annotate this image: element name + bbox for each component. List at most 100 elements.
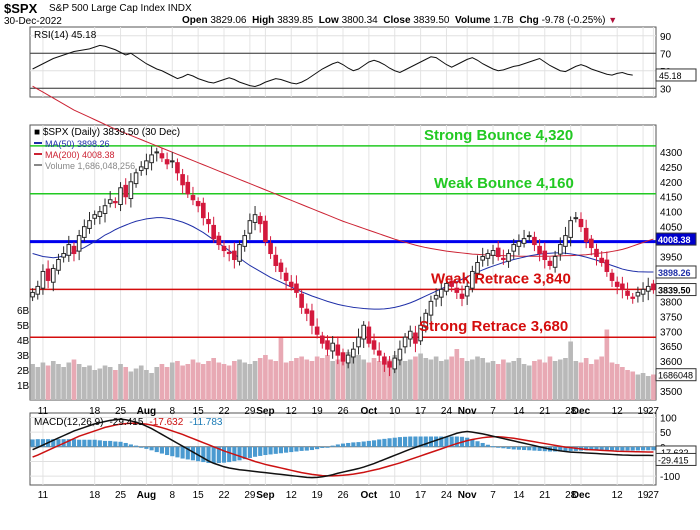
candle-body [485, 253, 491, 259]
volume-bar [169, 362, 175, 400]
candle-body [288, 281, 294, 287]
candle-body [501, 257, 506, 261]
volume-tick-label: 3B [17, 351, 30, 362]
volume-bar [242, 362, 248, 400]
x-tick-label-bottom: Sep [256, 490, 274, 501]
volume-bar [645, 376, 651, 400]
macd-histogram-bar [35, 439, 40, 447]
volume-bar [195, 362, 201, 400]
legend-entry: Volume 1,686,048,256 [45, 161, 135, 171]
volume-bar [128, 371, 134, 400]
x-tick-label: 12 [612, 406, 624, 417]
volume-bar [56, 364, 61, 400]
macd-histogram-bar [268, 446, 273, 455]
macd-histogram-bar [604, 446, 609, 451]
volume-bar [226, 365, 232, 400]
price-tick-label: 4100 [660, 208, 683, 219]
price-last-badge [655, 283, 697, 297]
volume-bar [407, 359, 413, 400]
price-tick-label: 4250 [660, 163, 683, 174]
volume-bar [547, 356, 553, 400]
candle-body [635, 291, 641, 297]
volume-bar [475, 356, 480, 400]
macd-histogram-bar [149, 446, 154, 451]
macd-histogram-bar [558, 446, 563, 452]
candle-body [128, 181, 134, 200]
volume-tick-label: 6B [17, 306, 30, 317]
macd-histogram-bar [309, 446, 315, 451]
macd-histogram-bar [501, 446, 506, 449]
candle-body [526, 235, 532, 238]
volume-bar [154, 367, 160, 400]
x-tick-label-bottom: 18 [89, 490, 101, 501]
candle-body [164, 159, 170, 165]
volume-bar [413, 356, 418, 400]
candle-body [495, 247, 501, 258]
macd-histogram-bar [366, 440, 371, 447]
candle-body [97, 211, 103, 217]
candle-body [542, 250, 548, 261]
x-tick-label-bottom: Oct [361, 490, 378, 501]
candle-body [149, 154, 154, 164]
price-tick-label: 3800 [660, 297, 683, 308]
x-tick-label: Nov [458, 406, 477, 417]
x-tick-label-bottom: 28 [565, 490, 577, 501]
candle-body [133, 172, 139, 185]
volume-bar [490, 361, 496, 400]
volume-bar [288, 361, 294, 400]
macd-histogram-bar [434, 436, 439, 447]
candle-body [71, 245, 77, 255]
volume-tick-label: 2B [17, 366, 30, 377]
x-tick-label: Aug [137, 406, 156, 417]
candle-body [454, 287, 460, 293]
volume-bar [216, 362, 222, 400]
candle-body [87, 220, 92, 229]
macd-histogram-bar [56, 439, 61, 447]
rsi-tick-label: 90 [660, 32, 672, 43]
macd-tick-label: -100 [660, 472, 680, 483]
volume-bar [459, 358, 465, 400]
macd-histogram-bar [315, 446, 320, 450]
volume-bar [221, 364, 227, 400]
x-tick-label: 15 [193, 406, 205, 417]
macd-histogram-bar [516, 446, 521, 450]
macd-histogram-bar [139, 446, 144, 448]
candle-body [61, 253, 66, 258]
macd-histogram-bar [325, 446, 330, 448]
volume-bar [594, 359, 599, 400]
macd-histogram-bar [165, 446, 170, 456]
volume-last-badge [655, 368, 697, 382]
candle-body [506, 253, 511, 262]
volume-bar [449, 356, 454, 400]
volume-bar [418, 353, 423, 400]
volume-bar [283, 362, 289, 400]
volume-bar [516, 358, 522, 400]
volume-bar [573, 361, 579, 400]
price-tick-label: 4200 [660, 178, 683, 189]
candle-body [594, 248, 599, 258]
macd-histogram-bar [542, 446, 547, 452]
volume-bar [61, 367, 66, 400]
volume-bar [294, 358, 299, 400]
macd-histogram-bar [206, 446, 211, 463]
macd-histogram-bar [522, 446, 527, 451]
macd-histogram-bar [170, 446, 175, 457]
candle-body [118, 187, 123, 206]
macd-histogram-bar [133, 445, 139, 447]
macd-histogram-bar [263, 446, 268, 456]
candle-body [599, 257, 604, 263]
macd-histogram-bar [490, 446, 496, 448]
macd-histogram-bar [113, 441, 118, 447]
candle-body [113, 201, 118, 204]
macd-histogram-bar [304, 446, 309, 451]
candle-body [169, 160, 175, 163]
volume-bar [66, 362, 72, 400]
x-tick-label: 7 [490, 406, 496, 417]
x-tick-label: 29 [244, 406, 256, 417]
candle-body [351, 348, 356, 358]
candle-body [568, 220, 573, 238]
x-tick-label: 28 [565, 406, 577, 417]
volume-bar [71, 359, 77, 400]
volume-bar [557, 359, 563, 400]
